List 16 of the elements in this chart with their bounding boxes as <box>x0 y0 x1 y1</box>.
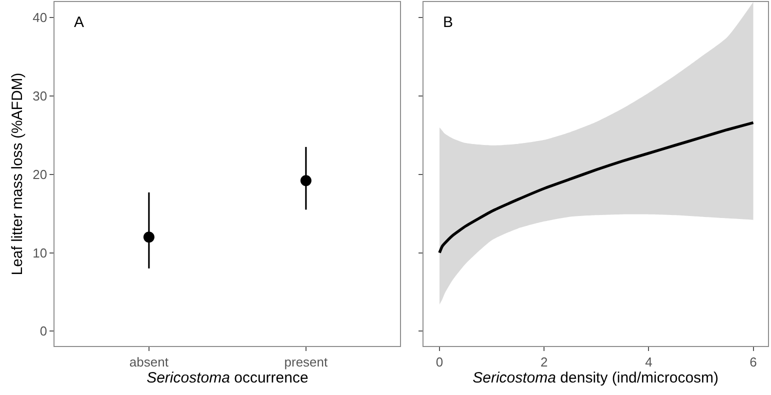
y-tick-label: 30 <box>32 88 48 104</box>
x-axis-title: Sericostoma occurrence <box>146 370 308 387</box>
x-tick-label: 0 <box>436 354 444 370</box>
y-axis-title: Leaf litter mass loss (%AFDM) <box>8 72 26 276</box>
y-tick-label: 20 <box>32 166 48 182</box>
annotation: A <box>74 14 84 31</box>
y-tick-label: 40 <box>32 10 48 26</box>
x-tick-label: 6 <box>750 354 757 370</box>
x-tick-label: 4 <box>645 354 652 370</box>
annotation: B <box>443 14 454 31</box>
x-tick-label: 2 <box>540 354 548 370</box>
x-axis-title: Sericostoma density (ind/microcosm) <box>472 370 719 387</box>
x-tick-label: absent <box>129 354 169 370</box>
x-tick-label: present <box>284 354 328 370</box>
y-tick-label: 0 <box>40 324 48 339</box>
y-tick-label: 10 <box>32 245 48 260</box>
